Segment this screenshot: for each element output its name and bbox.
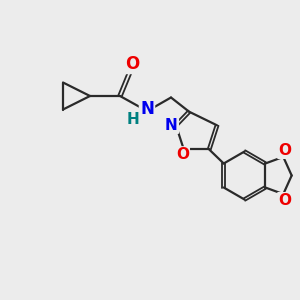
Text: N: N <box>140 100 154 118</box>
Text: N: N <box>165 118 178 133</box>
Text: O: O <box>278 143 291 158</box>
Text: O: O <box>125 55 139 73</box>
Text: O: O <box>278 193 291 208</box>
Text: O: O <box>176 147 189 162</box>
Text: H: H <box>127 112 140 128</box>
